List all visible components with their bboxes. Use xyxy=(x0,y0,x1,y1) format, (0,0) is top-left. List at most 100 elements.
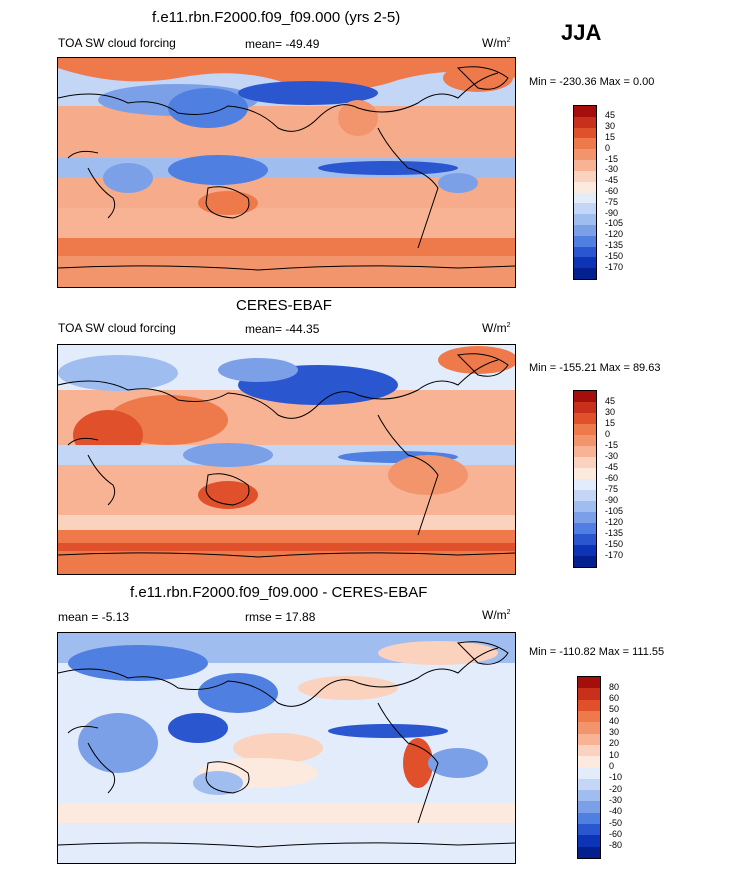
colorbar-cell xyxy=(578,722,600,734)
season-label: JJA xyxy=(561,20,602,45)
colorbar-cell xyxy=(578,812,600,825)
colorbar-cell xyxy=(574,457,596,468)
colorbar-tick-label: -120 xyxy=(605,516,624,527)
colorbar-cell xyxy=(574,246,596,258)
panel3-map-field xyxy=(58,633,515,863)
colorbar-cell xyxy=(574,235,596,247)
panel2-unit-label: W/m2 xyxy=(482,321,511,335)
panel1-left-label: TOA SW cloud forcing xyxy=(58,36,176,50)
panel3-title: f.e11.rbn.F2000.f09_f09.000 - CERES-EBAF xyxy=(130,584,428,601)
colorbar-tick-label: -120 xyxy=(605,229,624,240)
panel2-map-field xyxy=(58,345,515,574)
colorbar-tick-label: -40 xyxy=(609,806,623,817)
colorbar-tick-label: -45 xyxy=(605,175,619,186)
colorbar-cell xyxy=(574,138,596,150)
colorbar-tick-label: -20 xyxy=(609,783,623,794)
panel1-title: f.e11.rbn.F2000.f09_f09.000 (yrs 2-5) xyxy=(152,9,401,26)
colorbar-cell xyxy=(578,677,600,689)
panel1-minmax: Min = -230.36 Max = 0.00 xyxy=(529,76,655,88)
colorbar-cell xyxy=(578,699,600,711)
colorbar-cell xyxy=(574,268,596,279)
colorbar-tick-label: -50 xyxy=(609,817,623,828)
colorbar-tick-label: -170 xyxy=(605,261,624,272)
colorbar-cell xyxy=(578,801,600,813)
colorbar-cell xyxy=(578,835,600,847)
colorbar-tick-label: -135 xyxy=(605,240,624,251)
colorbar-cell xyxy=(574,490,596,501)
colorbar-cell xyxy=(578,744,600,757)
panel1-map xyxy=(57,57,516,288)
panel1-unit-label: W/m2 xyxy=(482,36,511,50)
panel2-colorbar xyxy=(573,390,597,568)
colorbar-tick-label: 30 xyxy=(609,727,620,738)
panel3-minmax: Min = -110.82 Max = 111.55 xyxy=(529,646,665,658)
colorbar-tick-label: -75 xyxy=(605,483,619,494)
colorbar-cell xyxy=(574,424,596,435)
colorbar-cell xyxy=(578,688,600,700)
panel2-colorbar-cells xyxy=(574,391,596,567)
panel3-unit-label: W/m2 xyxy=(482,608,511,622)
panel1-colorbar-cells xyxy=(574,106,596,279)
colorbar-tick-label: 0 xyxy=(609,761,615,771)
colorbar-cell xyxy=(574,224,596,236)
colorbar-cell xyxy=(574,116,596,128)
colorbar-cell xyxy=(574,512,596,523)
colorbar-tick-label: -10 xyxy=(609,772,623,783)
colorbar-tick-label: 80 xyxy=(609,681,620,692)
colorbar-tick-label: -15 xyxy=(605,439,619,450)
colorbar-tick-label: 60 xyxy=(609,693,620,704)
colorbar-cell xyxy=(574,413,596,424)
panel1-mean-label: mean= -49.49 xyxy=(245,37,320,51)
colorbar-cell xyxy=(574,545,596,556)
colorbar-tick-label: 40 xyxy=(609,715,620,726)
colorbar-tick-label: -30 xyxy=(605,164,619,175)
colorbar-tick-label: -15 xyxy=(605,153,619,164)
panel1-colorbar-labels: 45 30 15 0 -15 -30 -45 -60 -75 -90 -105 -120 -135 -15… xyxy=(605,105,645,278)
colorbar-tick-label: -150 xyxy=(605,250,624,261)
colorbar-tick-label: -60 xyxy=(605,186,619,196)
panel3-colorbar xyxy=(577,676,601,859)
colorbar-tick-label: -60 xyxy=(609,828,623,839)
panel1-map-field xyxy=(58,58,515,287)
colorbar-cell xyxy=(574,402,596,413)
panel2-title: CERES-EBAF xyxy=(236,297,332,314)
colorbar-tick-label: -135 xyxy=(605,527,624,538)
colorbar-tick-label: 45 xyxy=(605,395,616,406)
colorbar-cell xyxy=(574,127,596,139)
colorbar-tick-label: -170 xyxy=(605,549,624,560)
colorbar-cell xyxy=(574,160,596,171)
panel2-colorbar-labels: 45 30 15 0 -15 -30 -45 -60 -75 -90 -105 -120 -135 -15… xyxy=(605,390,645,566)
colorbar-cell xyxy=(574,501,596,512)
colorbar-tick-label: 0 xyxy=(605,428,611,439)
colorbar-cell xyxy=(574,534,596,545)
colorbar-tick-label: 15 xyxy=(605,417,616,428)
colorbar-cell xyxy=(578,756,600,768)
colorbar-tick-label: 30 xyxy=(605,406,616,417)
colorbar-tick-label: -30 xyxy=(609,794,623,805)
colorbar-cell xyxy=(574,523,596,534)
panel3-left-label: mean = -5.13 xyxy=(58,610,130,624)
colorbar-cell xyxy=(574,192,596,204)
colorbar-tick-label: -150 xyxy=(605,538,624,549)
colorbar-cell xyxy=(574,468,596,479)
panel2-left-label: TOA SW cloud forcing xyxy=(58,321,176,335)
colorbar-tick-label: -90 xyxy=(605,494,619,505)
panel1-colorbar xyxy=(573,105,597,280)
panel2-map xyxy=(57,344,516,575)
colorbar-tick-label: -30 xyxy=(605,450,619,461)
colorbar-tick-label: 50 xyxy=(609,704,620,715)
colorbar-cell xyxy=(574,170,596,182)
colorbar-tick-label: 15 xyxy=(605,131,616,142)
panel3-map xyxy=(57,632,516,864)
colorbar-tick-label: 0 xyxy=(605,142,611,153)
colorbar-cell xyxy=(574,106,596,117)
panel3-colorbar-labels: 80 60 50 40 30 20 10 0 -10 -20 -30 -40 -50 -60 -80 xyxy=(609,676,649,857)
colorbar-cell xyxy=(578,846,600,858)
colorbar-cell xyxy=(574,149,596,161)
colorbar-cell xyxy=(574,181,596,193)
colorbar-cell xyxy=(578,733,600,745)
panel3-colorbar-cells xyxy=(578,677,600,858)
colorbar-tick-label: -105 xyxy=(605,505,624,516)
colorbar-cell xyxy=(578,767,600,779)
colorbar-tick-label: 20 xyxy=(609,738,620,749)
